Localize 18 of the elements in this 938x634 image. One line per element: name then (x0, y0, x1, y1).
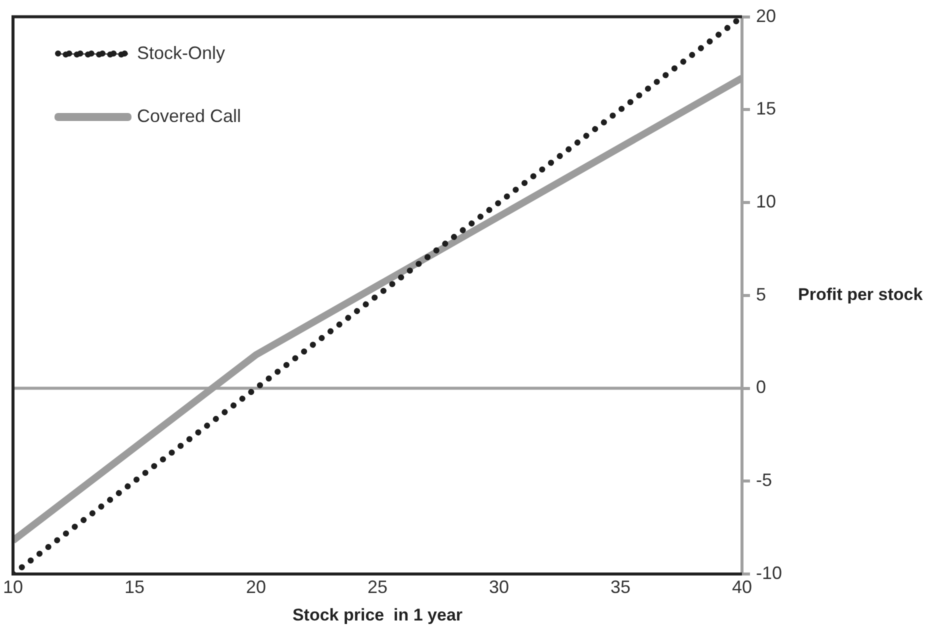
x-tick-label: 35 (610, 576, 631, 597)
x-tick-label: 20 (246, 576, 266, 597)
y-tick-label: 10 (756, 192, 776, 212)
legend-label: Stock-Only (137, 42, 226, 63)
x-tick-label: 40 (732, 576, 752, 597)
y-tick-label: 20 (756, 6, 776, 26)
legend-label: Covered Call (137, 106, 242, 126)
y-axis-title: Profit per stock (798, 285, 924, 304)
y-tick-label: -10 (756, 562, 782, 583)
y-tick-label: -5 (756, 470, 772, 490)
x-axis-title: Stock price in 1 year (292, 605, 463, 624)
x-tick-label: 10 (2, 576, 24, 597)
x-tick-label: 15 (124, 576, 145, 597)
y-tick-label: 0 (756, 377, 766, 398)
x-tick-label: 25 (367, 576, 388, 597)
x-tick-label: 30 (488, 576, 510, 597)
y-tick-label: 15 (756, 98, 776, 119)
y-tick-label: 5 (756, 284, 766, 304)
